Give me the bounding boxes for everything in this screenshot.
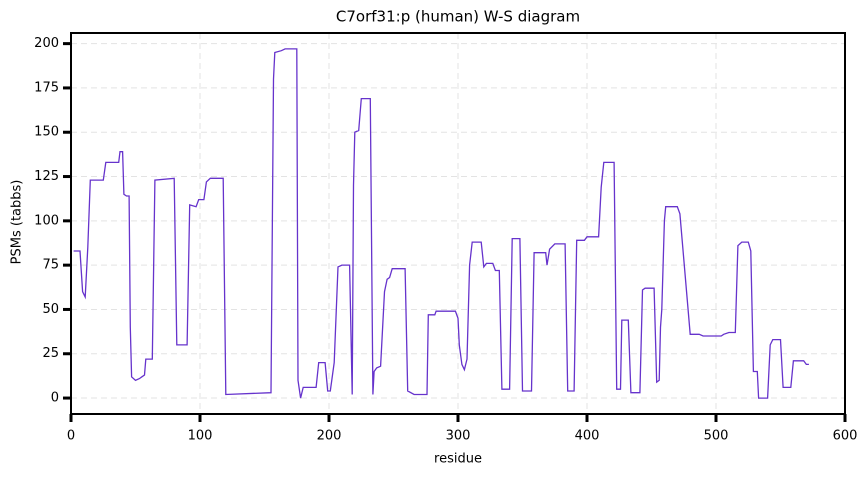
y-tick-label: 125 bbox=[34, 169, 59, 184]
plot-frame bbox=[70, 32, 846, 415]
data-line bbox=[73, 48, 809, 399]
y-tick-label: 50 bbox=[42, 302, 59, 317]
y-tick-label: 75 bbox=[42, 258, 59, 273]
x-axis-label: residue bbox=[434, 452, 482, 467]
y-tick-label: 25 bbox=[42, 346, 59, 361]
y-tick-label: 100 bbox=[34, 213, 59, 228]
y-tick-label: 200 bbox=[34, 36, 59, 51]
x-tick-label: 400 bbox=[575, 429, 600, 444]
y-tick-label: 0 bbox=[51, 391, 59, 406]
x-tick-label: 100 bbox=[188, 429, 213, 444]
y-tick-label: 150 bbox=[34, 125, 59, 140]
chart-title: C7orf31:p (human) W-S diagram bbox=[336, 8, 580, 26]
x-tick-label: 200 bbox=[317, 429, 342, 444]
x-tick-label: 0 bbox=[67, 429, 75, 444]
y-axis-label: PSMs (tabbs) bbox=[10, 180, 25, 265]
x-tick-label: 300 bbox=[446, 429, 471, 444]
x-tick-label: 600 bbox=[833, 429, 858, 444]
x-tick-label: 500 bbox=[704, 429, 729, 444]
y-tick-label: 175 bbox=[34, 80, 59, 95]
